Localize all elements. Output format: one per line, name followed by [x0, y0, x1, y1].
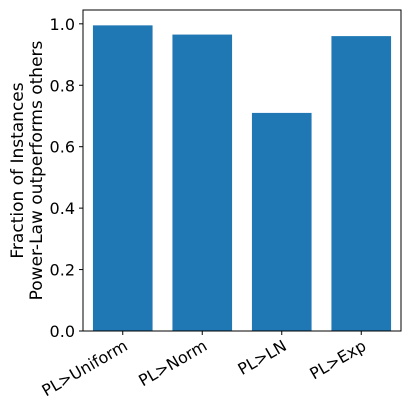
y-tick-label-0: 0.0 [50, 322, 75, 341]
bar-0 [92, 25, 153, 332]
bar-2 [251, 112, 312, 332]
y-axis-label-line2: Power-Law outperforms others [27, 40, 47, 300]
x-tick-label-1: PL>Norm [135, 336, 210, 390]
y-tick-label-3: 0.6 [50, 138, 75, 157]
x-tick-label-0: PL>Uniform [38, 336, 130, 400]
x-tick-label-2: PL>LN [234, 336, 289, 379]
y-axis-ticks: 0.0 0.2 0.4 0.6 0.8 1.0 [50, 15, 83, 341]
y-axis-label-line1: Fraction of Instances [8, 82, 28, 258]
y-tick-label-4: 0.8 [50, 76, 75, 95]
y-tick-label-5: 1.0 [50, 15, 75, 34]
y-tick-label-1: 0.2 [50, 261, 75, 280]
plot-frame [82, 9, 402, 332]
x-axis-ticks: PL>Uniform PL>Norm PL>LN PL>Exp [38, 331, 369, 400]
bar-1 [172, 34, 233, 331]
y-tick-label-2: 0.4 [50, 199, 75, 218]
x-tick-label-3: PL>Exp [306, 336, 369, 383]
bars-group [92, 25, 392, 332]
bar-3 [331, 36, 392, 332]
